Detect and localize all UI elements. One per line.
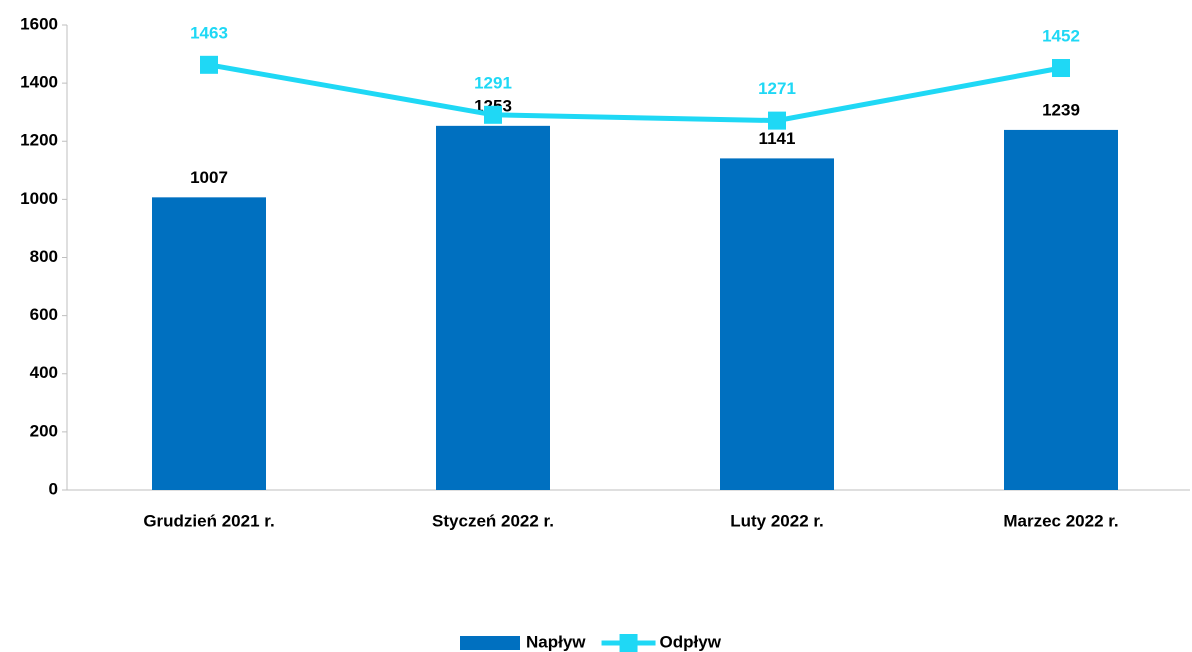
line-value-label: 1452	[1042, 26, 1080, 45]
y-tick-label: 1600	[20, 14, 58, 33]
legend-label: Napływ	[526, 632, 586, 651]
legend-label: Odpływ	[660, 632, 722, 651]
bar	[436, 125, 550, 491]
bar-value-label: 1141	[759, 129, 796, 148]
y-tick-label: 800	[30, 247, 58, 266]
bar-value-label: 1007	[190, 168, 228, 187]
line-marker	[484, 105, 502, 124]
line-marker	[768, 111, 786, 130]
line-value-label: 1291	[474, 73, 512, 92]
line-marker	[200, 55, 218, 74]
y-tick-label: 400	[30, 363, 58, 382]
bar	[720, 158, 834, 490]
line-marker	[1052, 59, 1070, 78]
y-tick-label: 1000	[20, 189, 58, 208]
legend-swatch	[460, 636, 520, 650]
line	[208, 62, 1062, 124]
line-value-label: 1271	[758, 79, 796, 98]
y-tick-label: 1200	[20, 131, 58, 150]
legend-marker	[619, 634, 638, 652]
bar	[1004, 129, 1118, 490]
y-tick-label: 0	[49, 479, 58, 498]
bar-value-label: 1239	[1042, 100, 1080, 119]
x-tick-label: Styczeń 2022 r.	[432, 511, 554, 530]
x-tick-label: Grudzień 2021 r.	[143, 511, 274, 530]
line-value-label: 1463	[190, 23, 228, 42]
y-tick-label: 200	[30, 421, 58, 440]
x-tick-label: Marzec 2022 r.	[1003, 511, 1118, 530]
bar	[152, 197, 266, 490]
x-tick-label: Luty 2022 r.	[730, 511, 824, 530]
y-tick-label: 1400	[20, 73, 58, 92]
y-tick-label: 600	[30, 305, 58, 324]
